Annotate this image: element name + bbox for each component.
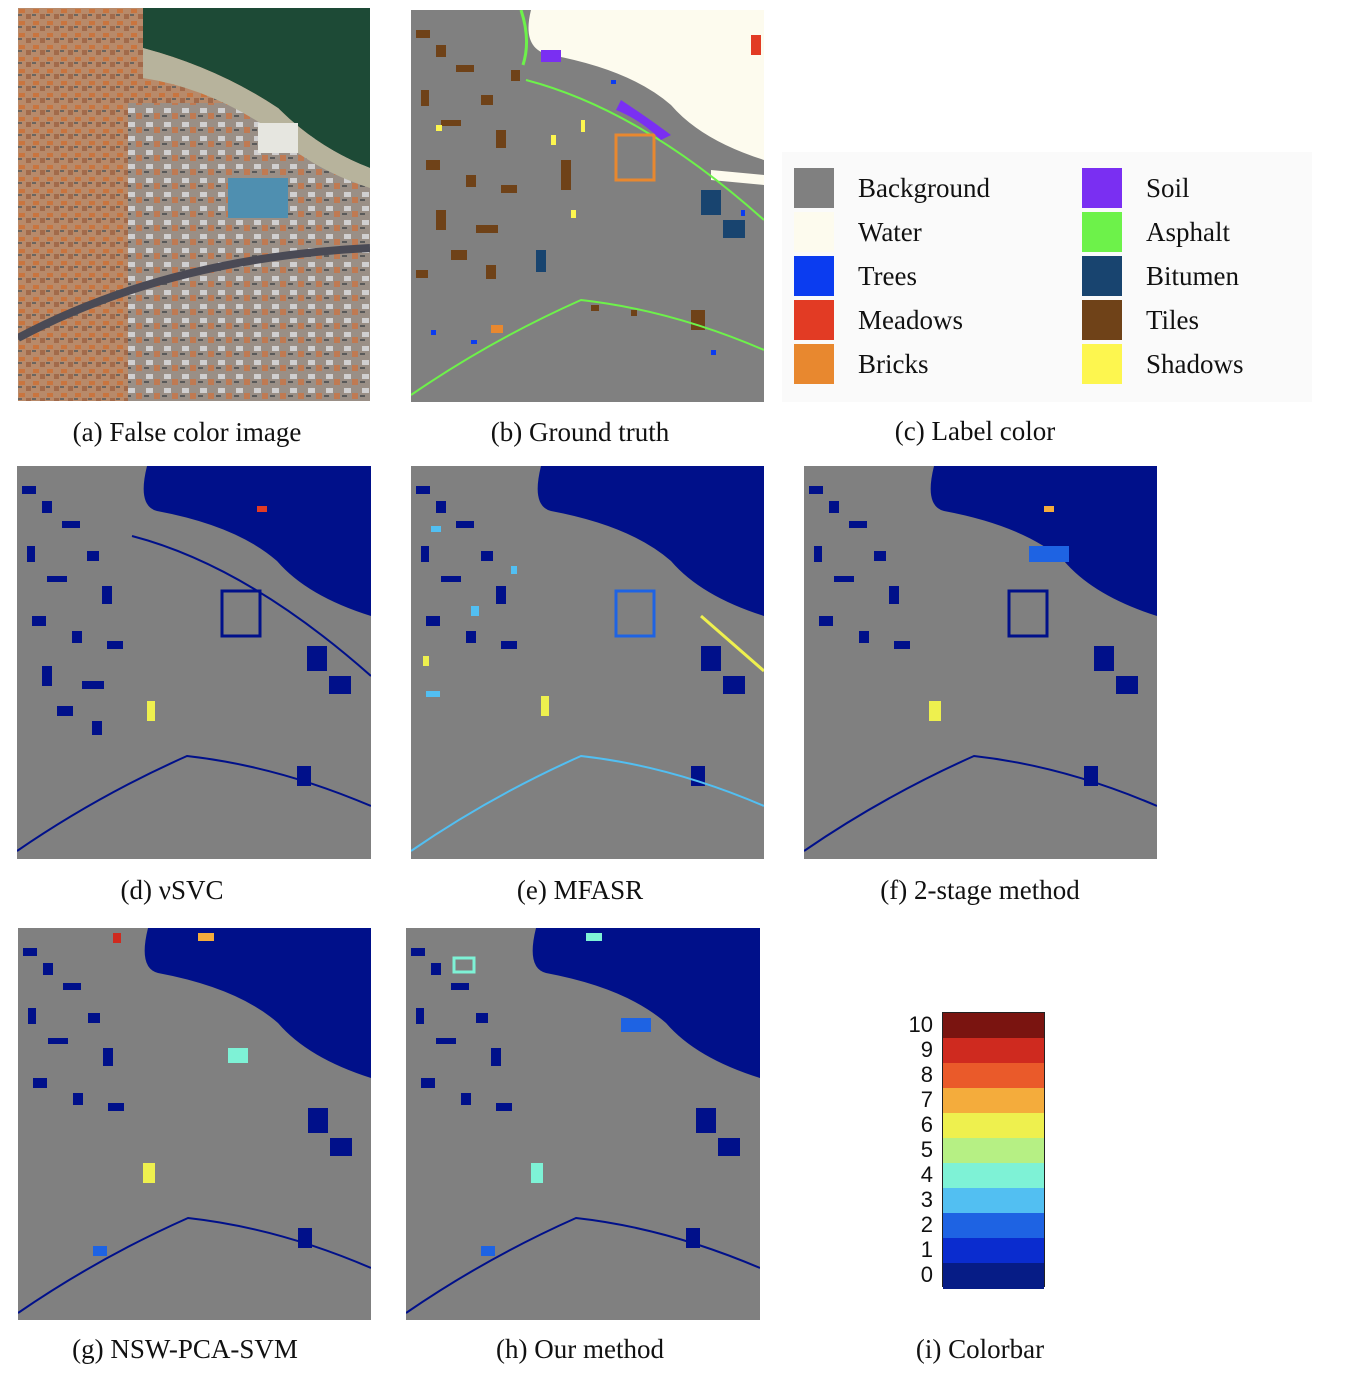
error-map-2-stage [804,466,1157,859]
legend-item: Shadows [1082,344,1302,384]
caption-our-method: (h) Our method [496,1334,664,1364]
legend-label: Trees [858,261,918,291]
legend-item: Asphalt [1082,212,1302,252]
legend-item: Background [794,168,1054,208]
caption-2-stage-method: (f) 2-stage method [880,875,1080,905]
caption-mfasr: (e) MFASR [516,875,644,905]
error-map-nsw-pca-svm [18,928,371,1320]
legend-item: Water [794,212,1054,252]
legend-item: Bricks [794,344,1054,384]
colorbar-tick-label: 8 [920,1062,933,1087]
legend-label: Shadows [1146,349,1244,379]
legend-label: Asphalt [1146,217,1230,247]
legend-label: Soil [1146,173,1190,203]
caption-false-color-image: (a) False color image [72,417,302,447]
error-map-mfasr [411,466,764,859]
legend-item: Tiles [1082,300,1302,340]
legend-label: Background [858,173,990,203]
legend-swatch [794,256,834,296]
error-map-nusvc [17,466,371,859]
legend-swatch [794,300,834,340]
legend-swatch [1082,256,1122,296]
caption-label-color: (c) Label color [894,416,1056,446]
colorbar-segment [943,1063,1044,1089]
legend-item: Trees [794,256,1054,296]
caption-nsw-pca-svm: (g) NSW-PCA-SVM [72,1334,298,1364]
legend-swatch [1082,212,1122,252]
caption-ground-truth: (b) Ground truth [490,417,670,447]
colorbar-segment [943,1113,1044,1139]
false-color-image [18,8,370,401]
colorbar-segment [943,1038,1044,1064]
colorbar-segment [943,1238,1044,1264]
caption-nusvc: (d) νSVC [120,875,224,905]
caption-colorbar: (i) Colorbar [915,1334,1045,1364]
legend-label: Bricks [858,349,929,379]
colorbar-tick-label: 5 [920,1137,933,1162]
legend-label: Meadows [858,305,963,335]
colorbar-segment [943,1013,1044,1039]
legend-item: Bitumen [1082,256,1302,296]
legend-swatch [1082,300,1122,340]
legend-label: Water [858,217,922,247]
colorbar-segment [943,1138,1044,1164]
legend-swatch [794,212,834,252]
error-map-our-method [406,928,760,1320]
legend-item: Meadows [794,300,1054,340]
colorbar-segment [943,1188,1044,1214]
legend-swatch [1082,344,1122,384]
colorbar-segment [943,1088,1044,1114]
colorbar-tick-label: 3 [920,1187,933,1212]
colorbar [942,1012,1045,1289]
colorbar-tick-label: 4 [920,1162,933,1187]
colorbar-tick-label: 10 [908,1012,933,1037]
colorbar-tick-label: 2 [920,1212,933,1237]
colorbar-segment [943,1163,1044,1189]
colorbar-tick-label: 6 [920,1112,933,1137]
legend-swatch [1082,168,1122,208]
ground-truth-map [411,10,764,402]
colorbar-tick-label: 7 [920,1087,933,1112]
colorbar-segment [943,1213,1044,1239]
colorbar-tick-label: 0 [920,1262,933,1287]
legend-label: Tiles [1146,305,1200,335]
colorbar-segment [943,1263,1044,1289]
legend-swatch [794,168,834,208]
label-color-legend: Background Water Trees Meadows Bricks So… [782,152,1312,402]
colorbar-tick-label: 1 [920,1237,933,1262]
legend-swatch [794,344,834,384]
legend-label: Bitumen [1146,261,1239,291]
colorbar-tick-label: 9 [920,1037,933,1062]
legend-item: Soil [1082,168,1302,208]
